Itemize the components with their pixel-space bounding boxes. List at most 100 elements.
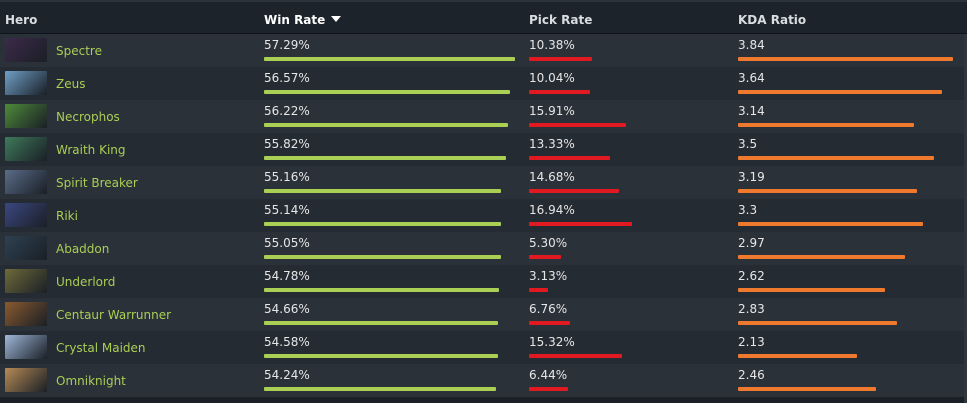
table-row[interactable]: Spectre 57.29% 10.38% 3.84 — [0, 34, 964, 67]
pick-rate-bar — [529, 123, 626, 127]
hero-name-link[interactable]: Wraith King — [56, 143, 126, 157]
pick-rate-value: 5.30% — [529, 236, 568, 250]
pick-rate-value: 10.38% — [529, 38, 575, 52]
win-rate-value: 55.05% — [264, 236, 310, 250]
pick-rate-value: 15.32% — [529, 335, 575, 349]
pick-rate-bar — [529, 321, 570, 325]
spirit-breaker-portrait[interactable] — [5, 170, 47, 194]
pick-rate-bar — [529, 354, 622, 358]
kda-ratio-bar — [738, 255, 905, 259]
table-header: Hero Win Rate Pick Rate KDA Ratio — [0, 2, 967, 34]
centaur-warrunner-portrait[interactable] — [5, 302, 47, 326]
kda-ratio-value: 2.13 — [738, 335, 765, 349]
pick-rate-bar — [529, 156, 610, 160]
table-row[interactable]: Spirit Breaker 55.16% 14.68% 3.19 — [0, 166, 964, 199]
pick-rate-value: 13.33% — [529, 137, 575, 151]
pick-rate-bar — [529, 189, 619, 193]
table-row[interactable]: Centaur Warrunner 54.66% 6.76% 2.83 — [0, 298, 964, 331]
abaddon-portrait[interactable] — [5, 236, 47, 260]
table-row[interactable]: Zeus 56.57% 10.04% 3.64 — [0, 67, 964, 100]
kda-ratio-value: 3.19 — [738, 170, 765, 184]
pick-rate-value: 6.76% — [529, 302, 568, 316]
kda-ratio-bar — [738, 123, 914, 127]
hero-name-link[interactable]: Abaddon — [56, 242, 110, 256]
kda-ratio-bar — [738, 189, 917, 193]
table-row[interactable]: Underlord 54.78% 3.13% 2.62 — [0, 265, 964, 298]
scrollbar[interactable] — [964, 34, 967, 403]
win-rate-bar — [264, 90, 510, 94]
crystal-maiden-portrait[interactable] — [5, 335, 47, 359]
win-rate-value: 54.58% — [264, 335, 310, 349]
omniknight-portrait[interactable] — [5, 368, 47, 392]
kda-ratio-value: 3.14 — [738, 104, 765, 118]
win-rate-value: 57.29% — [264, 38, 310, 52]
pick-rate-value: 15.91% — [529, 104, 575, 118]
pick-rate-bar — [529, 387, 568, 391]
win-rate-bar — [264, 354, 498, 358]
zeus-portrait[interactable] — [5, 71, 47, 95]
table-row[interactable]: Crystal Maiden 54.58% 15.32% 2.13 — [0, 331, 964, 364]
hero-name-link[interactable]: Omniknight — [56, 374, 126, 388]
win-rate-bar — [264, 123, 508, 127]
wraith-king-portrait[interactable] — [5, 137, 47, 161]
win-rate-value: 55.16% — [264, 170, 310, 184]
kda-ratio-value: 2.46 — [738, 368, 765, 382]
hero-name-link[interactable]: Zeus — [56, 77, 86, 91]
win-rate-value: 56.22% — [264, 104, 310, 118]
table-row[interactable]: Riki 55.14% 16.94% 3.3 — [0, 199, 964, 232]
win-rate-bar — [264, 222, 501, 226]
hero-name-link[interactable]: Crystal Maiden — [56, 341, 146, 355]
kda-ratio-bar — [738, 57, 953, 61]
kda-ratio-value: 2.97 — [738, 236, 765, 250]
kda-ratio-bar — [738, 387, 876, 391]
hero-name-link[interactable]: Spirit Breaker — [56, 176, 138, 190]
win-rate-bar — [264, 189, 501, 193]
pick-rate-bar — [529, 57, 592, 61]
hero-name-link[interactable]: Centaur Warrunner — [56, 308, 172, 322]
pick-rate-value: 16.94% — [529, 203, 575, 217]
table-row[interactable]: Abaddon 55.05% 5.30% 2.97 — [0, 232, 964, 265]
column-header-win-rate[interactable]: Win Rate — [264, 13, 342, 27]
pick-rate-value: 14.68% — [529, 170, 575, 184]
kda-ratio-bar — [738, 90, 942, 94]
necrophos-portrait[interactable] — [5, 104, 47, 128]
win-rate-bar — [264, 321, 498, 325]
column-header-win-rate-label: Win Rate — [264, 13, 326, 27]
spectre-portrait[interactable] — [5, 38, 47, 62]
underlord-portrait[interactable] — [5, 269, 47, 293]
hero-name-link[interactable]: Underlord — [56, 275, 116, 289]
pick-rate-bar — [529, 255, 561, 259]
column-header-kda-ratio[interactable]: KDA Ratio — [738, 13, 807, 27]
kda-ratio-value: 2.83 — [738, 302, 765, 316]
win-rate-bar — [264, 387, 496, 391]
pick-rate-value: 3.13% — [529, 269, 568, 283]
table-row[interactable]: Omniknight 54.24% 6.44% 2.46 — [0, 364, 964, 397]
hero-name-link[interactable]: Spectre — [56, 44, 102, 58]
win-rate-value: 55.82% — [264, 137, 310, 151]
win-rate-bar — [264, 156, 506, 160]
pick-rate-value: 10.04% — [529, 71, 575, 85]
riki-portrait[interactable] — [5, 203, 47, 227]
win-rate-bar — [264, 57, 515, 61]
kda-ratio-value: 3.84 — [738, 38, 765, 52]
kda-ratio-bar — [738, 288, 885, 292]
column-header-hero[interactable]: Hero — [5, 13, 38, 27]
pick-rate-value: 6.44% — [529, 368, 568, 382]
top-divider — [0, 0, 967, 2]
kda-ratio-value: 3.3 — [738, 203, 758, 217]
hero-table-body: Spectre 57.29% 10.38% 3.84 Zeus 56.57% 10.04% 3… — [0, 34, 967, 397]
win-rate-value: 54.78% — [264, 269, 310, 283]
pick-rate-bar — [529, 222, 632, 226]
table-row[interactable]: Necrophos 56.22% 15.91% 3.14 — [0, 100, 964, 133]
column-header-pick-rate[interactable]: Pick Rate — [529, 13, 593, 27]
kda-ratio-value: 2.62 — [738, 269, 765, 283]
kda-ratio-bar — [738, 156, 934, 160]
win-rate-value: 55.14% — [264, 203, 310, 217]
pick-rate-bar — [529, 288, 548, 292]
hero-name-link[interactable]: Necrophos — [56, 110, 120, 124]
table-row[interactable]: Wraith King 55.82% 13.33% 3.5 — [0, 133, 964, 166]
hero-name-link[interactable]: Riki — [56, 209, 78, 223]
win-rate-value: 54.24% — [264, 368, 310, 382]
win-rate-bar — [264, 255, 501, 259]
kda-ratio-bar — [738, 321, 897, 325]
